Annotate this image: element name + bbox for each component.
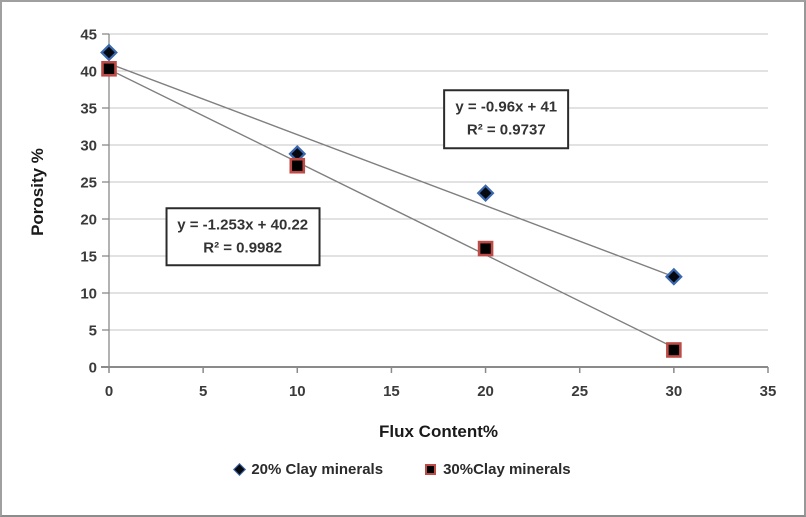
trendline-equation-box-20pct: y = -0.96x + 41 R² = 0.9737 [443, 89, 570, 149]
data-point-square [289, 157, 306, 174]
x-tick-label: 5 [199, 383, 207, 400]
y-axis-title: Porosity % [28, 148, 47, 236]
x-tick-label: 20 [477, 383, 494, 400]
y-tick-label: 25 [80, 175, 97, 192]
x-tick-label: 0 [105, 383, 113, 400]
trendline-r-squared: R² = 0.9982 [203, 239, 283, 257]
data-point-diamond [476, 184, 495, 203]
y-tick-label: 5 [89, 323, 97, 340]
x-tick-label: 25 [571, 383, 588, 400]
y-tick-label: 45 [80, 27, 97, 44]
x-tick-label: 10 [289, 383, 306, 400]
trendline [108, 68, 675, 349]
legend-item-20pct-clay: 20% Clay minerals [233, 460, 384, 478]
x-axis-title: Flux Content% [379, 422, 498, 441]
data-point-square [477, 240, 494, 257]
y-tick-label: 15 [80, 249, 97, 266]
legend-label: 20% Clay minerals [251, 460, 384, 478]
x-tick-label: 15 [383, 383, 400, 400]
data-point-diamond [288, 144, 307, 163]
square-marker-icon [425, 463, 437, 475]
legend-item-30pct-clay: 30%Clay minerals [425, 461, 571, 478]
y-tick-label: 35 [80, 101, 97, 118]
y-tick-label: 30 [80, 138, 97, 155]
trendline-r-squared: R² = 0.9737 [466, 121, 546, 139]
data-point-square [666, 342, 682, 358]
diamond-marker-icon [233, 462, 247, 476]
data-point-square [101, 60, 117, 77]
y-tick-label: 20 [80, 212, 97, 229]
y-tick-label: 40 [80, 64, 97, 81]
trendline [108, 62, 675, 278]
trendline-equation: y = -1.253x + 40.22 [177, 216, 309, 233]
x-tick-label: 35 [760, 383, 777, 400]
y-tick-label: 10 [80, 286, 97, 303]
trendline-equation-box-30pct: y = -1.253x + 40.22 R² = 0.9982 [165, 207, 321, 267]
x-tick-label: 30 [666, 383, 683, 400]
legend-label: 30%Clay minerals [443, 460, 571, 478]
data-point-diamond [664, 267, 683, 286]
legend: 20% Clay minerals 30%Clay minerals [2, 454, 804, 484]
y-tick-label: 0 [89, 360, 97, 377]
trendline-equation: y = -0.96x + 41 [455, 98, 558, 116]
data-point-diamond [100, 43, 118, 62]
